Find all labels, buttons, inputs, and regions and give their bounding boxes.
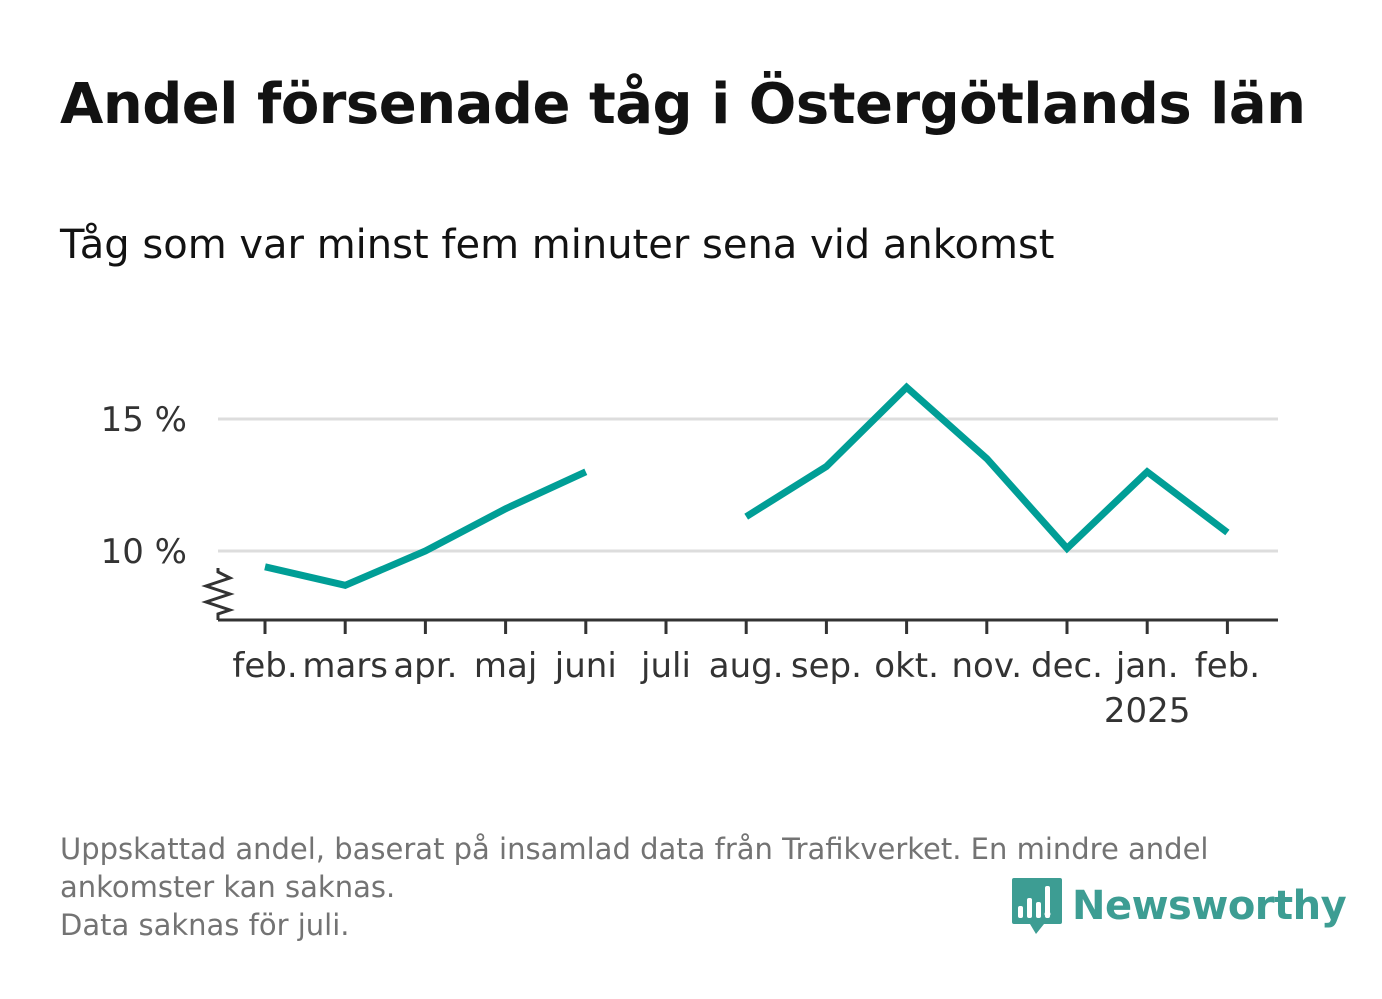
x-tick-label: maj xyxy=(474,646,537,686)
chart-title: Andel försenade tåg i Östergötlands län xyxy=(60,72,1306,137)
footnote-line-3: Data saknas för juli. xyxy=(60,908,350,942)
x-tick-label: nov. xyxy=(951,646,1022,686)
x-tick-label: apr. xyxy=(393,646,457,686)
footnote: Uppskattad andel, baserat på insamlad da… xyxy=(60,830,1320,944)
chart-subtitle: Tåg som var minst fem minuter sena vid a… xyxy=(60,222,1055,268)
x-tick-label: juni xyxy=(554,646,617,686)
x-year-label: 2025 xyxy=(1104,691,1191,731)
series-line xyxy=(264,468,588,589)
x-tick-label: feb. xyxy=(1195,646,1260,686)
y-tick-label: 10 % xyxy=(101,532,187,572)
bar-chart-bubble-icon xyxy=(1012,878,1062,934)
footnote-line-2: ankomster kan saknas. xyxy=(60,870,396,904)
x-tick-label: okt. xyxy=(874,646,939,686)
x-tick-label: aug. xyxy=(709,646,784,686)
brand-name: Newsworthy xyxy=(1072,883,1347,929)
x-tick-label: sep. xyxy=(791,646,862,686)
x-tick-label: mars xyxy=(302,646,388,686)
y-tick-label: 15 % xyxy=(101,400,187,440)
axis-break-icon xyxy=(201,568,235,620)
x-tick-label: feb. xyxy=(232,646,297,686)
x-tick-label: juli xyxy=(640,646,691,686)
newsworthy-logo: Newsworthy xyxy=(1010,876,1347,936)
footnote-line-1: Uppskattad andel, baserat på insamlad da… xyxy=(60,832,1209,866)
x-tick-label: dec. xyxy=(1031,646,1103,686)
series-line xyxy=(744,382,1230,554)
x-tick-label: jan. xyxy=(1115,646,1179,686)
